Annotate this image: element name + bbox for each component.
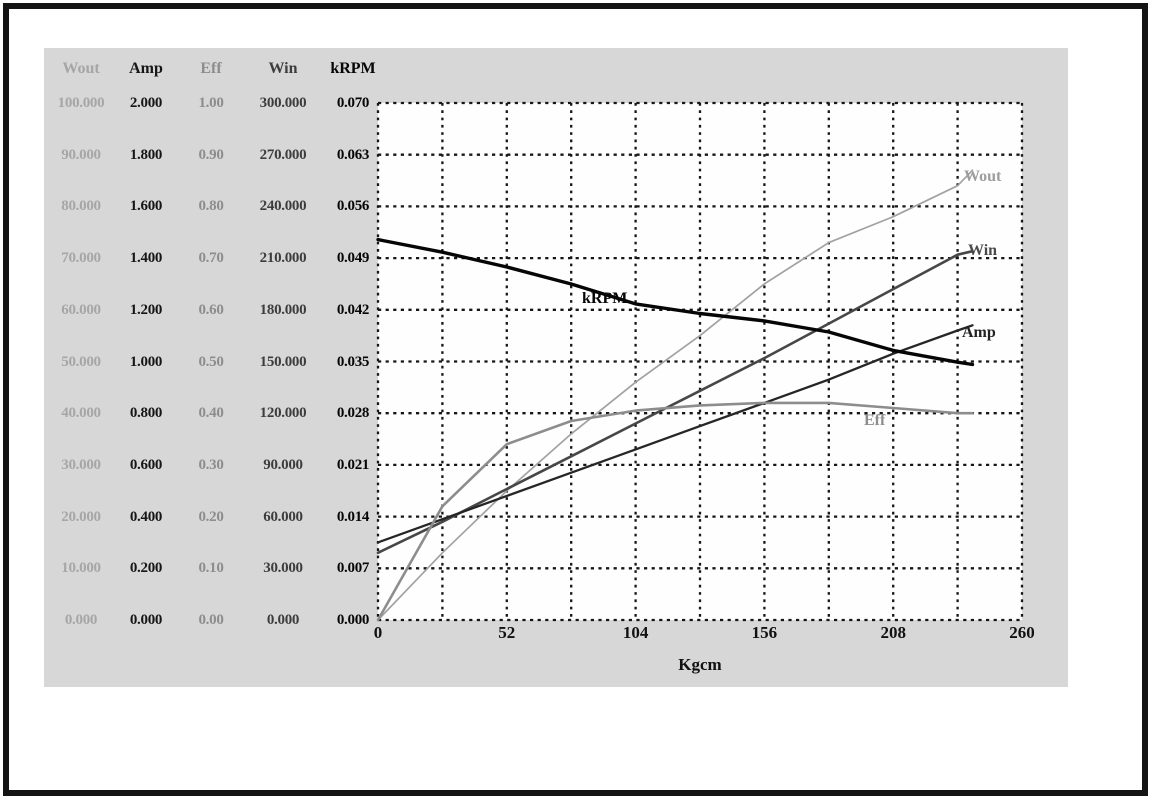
y-axis-tick: 30.000 [61, 456, 101, 473]
y-axis-tick: 1.000 [129, 353, 163, 370]
y-axis-tick: 0.90 [198, 146, 224, 163]
y-axis-tick: 240.000 [259, 198, 307, 215]
y-axis-tick: 30.000 [263, 560, 303, 577]
curve-krpm [376, 237, 975, 367]
y-axis-tick: 0.800 [129, 405, 163, 422]
x-axis-ticks: 0 52 104 156 208 260 [44, 48, 1068, 687]
y-axis-tick: 0.000 [266, 612, 300, 628]
y-axis-header-eff: Eff [200, 60, 222, 77]
y-axis-tick: 0.10 [198, 560, 224, 577]
y-axis-tick: 0.063 [336, 146, 370, 163]
y-axis-tick: 1.600 [129, 198, 163, 215]
y-axis-tick: 0.30 [198, 456, 224, 473]
y-axis-header-win: Win [268, 60, 298, 77]
y-axis-tick: 0.200 [129, 560, 163, 577]
y-axis-tick: 0.000 [64, 612, 98, 628]
curve-amp [376, 324, 974, 544]
y-axis-tick: 70.000 [61, 250, 101, 267]
y-axis-tick: 270.000 [259, 146, 307, 163]
x-axis-tick: 52 [498, 623, 516, 642]
y-axis-tick: 300.000 [259, 95, 307, 111]
y-axis-tick: 0.042 [336, 301, 370, 318]
y-axis-tick: 0.400 [129, 508, 163, 525]
y-axis-tick: 150.000 [259, 353, 307, 370]
y-axis-tick: 0.40 [198, 405, 224, 422]
y-axis-tick: 0.056 [336, 198, 370, 215]
y-axis-tick: 80.000 [61, 198, 101, 215]
x-axis-tick: 104 [622, 623, 649, 642]
y-axis-tick: 0.007 [336, 560, 370, 577]
y-axis-tick: 0.00 [198, 612, 224, 628]
y-axis-tick: 50.000 [61, 353, 101, 370]
x-axis-tick: 208 [880, 623, 906, 642]
y-axis-tick: 0.80 [198, 198, 224, 215]
y-axis-tick: 100.000 [57, 95, 105, 111]
performance-curves-chart: Wout Win Amp Eff kRPM [376, 101, 1024, 622]
y-axis-eff: Eff 1.00 0.90 0.80 0.70 0.60 0.50 0.40 0.30 0.20 0… [180, 48, 242, 687]
y-axis-win: Win 300.000 270.000 240.000 210.000 180.000 15… [246, 48, 320, 687]
chart-panel: Wout 100.000 90.000 80.000 70.000 60.000 50.00… [44, 48, 1068, 687]
y-axis-tick: 120.000 [259, 405, 307, 422]
y-axis-tick: 60.000 [61, 301, 101, 318]
y-axis-tick: 40.000 [61, 405, 101, 422]
y-axis-tick: 0.014 [336, 508, 370, 525]
curve-win [376, 249, 974, 555]
y-axis-tick: 0.50 [198, 353, 224, 370]
y-axis-header-amp: Amp [129, 60, 163, 77]
y-axis-tick: 0.70 [198, 250, 224, 267]
y-axis-tick: 0.000 [129, 612, 163, 628]
curve-label-win: Win [968, 242, 997, 259]
y-axis-wout: Wout 100.000 90.000 80.000 70.000 60.000 50.00… [49, 48, 113, 687]
y-axis-tick: 0.000 [336, 612, 370, 628]
x-axis-title: Kgcm [678, 655, 722, 674]
y-axis-tick: 0.20 [198, 508, 224, 525]
y-axis-tick: 2.000 [129, 95, 163, 111]
y-axis-tick: 60.000 [263, 508, 303, 525]
y-axis-tick: 10.000 [61, 560, 101, 577]
y-axis-krpm: kRPM 0.070 0.063 0.056 0.049 0.042 0.035 0.028 0… [317, 48, 389, 687]
y-axis-tick: 0.035 [336, 353, 370, 370]
y-axis-scales: Wout 100.000 90.000 80.000 70.000 60.000 50.00… [44, 48, 376, 687]
x-axis-tick: 0 [373, 623, 383, 642]
y-axis-tick: 1.400 [129, 250, 163, 267]
y-axis-tick: 1.00 [198, 95, 224, 111]
y-axis-header-krpm: kRPM [330, 60, 376, 77]
y-axis-tick: 0.600 [129, 456, 163, 473]
y-axis-tick: 1.200 [129, 301, 163, 318]
y-axis-amp: Amp 2.000 1.800 1.600 1.400 1.200 1.000 0.800 0.… [113, 48, 179, 687]
curve-label-krpm: kRPM [582, 290, 627, 307]
curve-label-amp: Amp [962, 324, 996, 341]
curve-label-eff: Eff [864, 412, 886, 429]
y-axis-tick: 0.028 [336, 405, 370, 422]
curve-wout [377, 169, 974, 621]
y-axis-tick: 0.021 [336, 456, 370, 473]
x-axis-tick: 156 [751, 623, 778, 642]
x-axis-tick: 260 [1009, 623, 1035, 642]
y-axis-tick: 20.000 [61, 508, 101, 525]
curve-eff [376, 401, 974, 622]
y-axis-header-wout: Wout [62, 60, 100, 77]
y-axis-tick: 90.000 [61, 146, 101, 163]
plot-area: Wout Win Amp Eff kRPM [376, 101, 1024, 622]
y-axis-tick: 0.049 [336, 250, 370, 267]
curve-label-wout: Wout [964, 168, 1002, 185]
y-axis-tick: 180.000 [259, 301, 307, 318]
y-axis-tick: 90.000 [263, 456, 303, 473]
y-axis-tick: 0.070 [336, 95, 370, 111]
y-axis-tick: 210.000 [259, 250, 307, 267]
y-axis-tick: 1.800 [129, 146, 163, 163]
y-axis-tick: 0.60 [198, 301, 224, 318]
